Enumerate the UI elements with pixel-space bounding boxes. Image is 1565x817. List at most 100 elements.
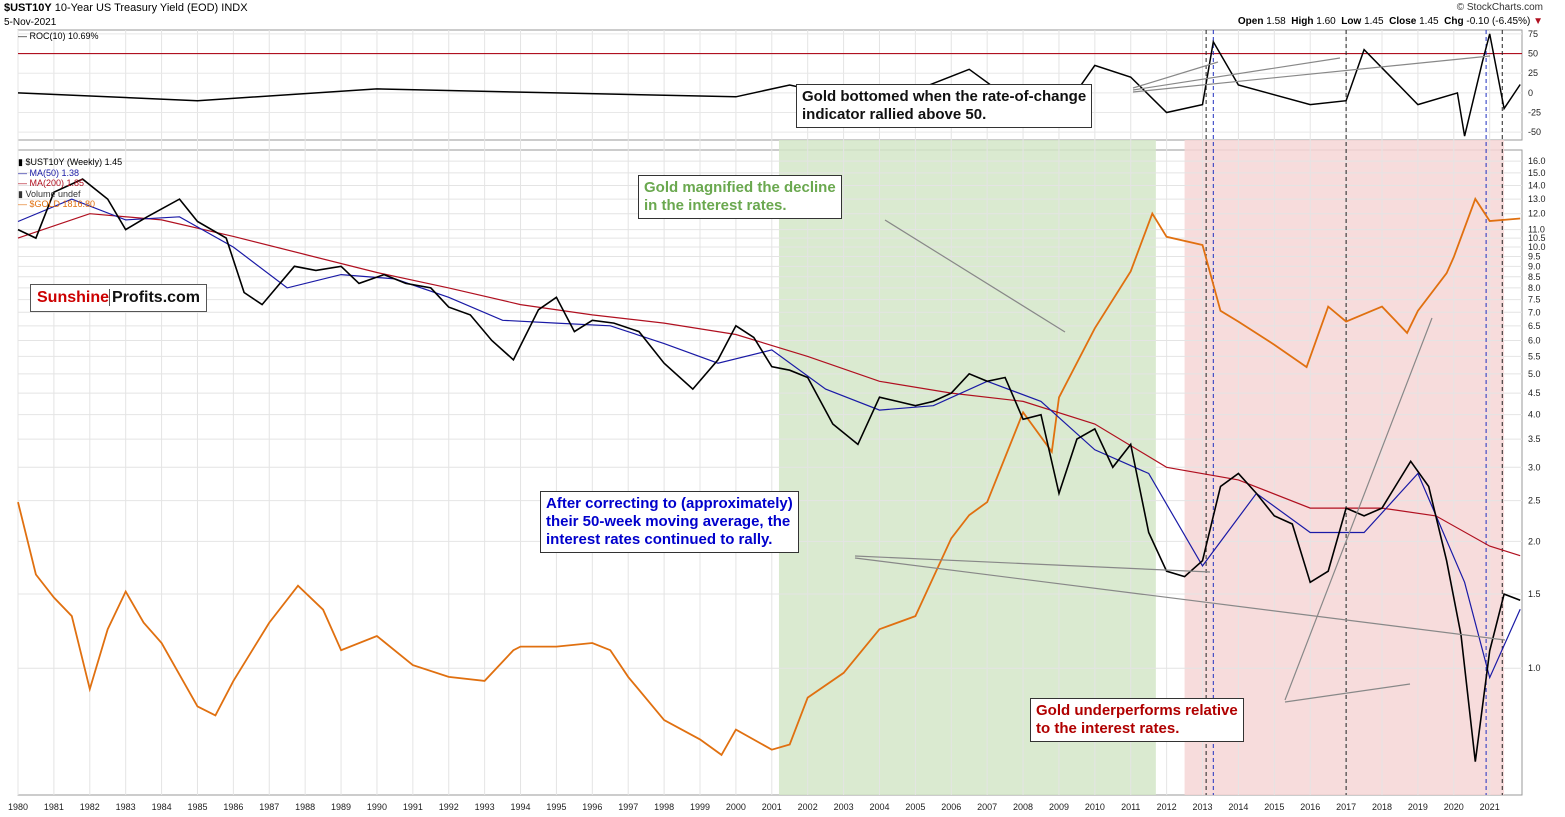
y-tick-label: 7.5 bbox=[1528, 295, 1541, 305]
gold-series-line bbox=[17, 196, 1521, 757]
x-tick-label: 2011 bbox=[1121, 802, 1140, 812]
x-tick-label: 1983 bbox=[116, 802, 136, 812]
legend-ma50-label: MA(50) 1.38 bbox=[29, 167, 80, 178]
x-tick-label: 2002 bbox=[798, 802, 818, 812]
callout-red-line1: Gold underperforms relative bbox=[1036, 702, 1238, 719]
legend-gold-label: $GOLD 1816.80 bbox=[29, 199, 96, 209]
roc-callout-pointer bbox=[1132, 55, 1491, 93]
low-value: 1.45 bbox=[1364, 16, 1384, 27]
x-tick-label: 1982 bbox=[80, 802, 100, 812]
x-tick-label: 1981 bbox=[44, 802, 64, 812]
x-tick-label: 1995 bbox=[546, 802, 566, 812]
legend-volume: ▮ Volume undef bbox=[18, 189, 122, 200]
y-tick-label: 7.0 bbox=[1528, 307, 1541, 317]
y-tick-label: 15.0 bbox=[1528, 168, 1546, 178]
x-tick-label: 2009 bbox=[1049, 802, 1069, 812]
legend-ma50: — MA(50) 1.38 bbox=[18, 167, 80, 178]
y-tick-label: 6.5 bbox=[1528, 321, 1541, 331]
roc-tick-label: -50 bbox=[1528, 127, 1541, 137]
y-tick-label: 13.0 bbox=[1528, 194, 1546, 204]
callout-green-line1: Gold magnified the decline bbox=[644, 179, 836, 196]
y-tick-label: 1.5 bbox=[1528, 589, 1541, 599]
roc-legend-label: ROC(10) 10.69% bbox=[29, 31, 99, 41]
chart-date: 5-Nov-2021 bbox=[4, 17, 57, 28]
close-label: Close bbox=[1389, 16, 1417, 27]
roc-panel-frame bbox=[17, 29, 1523, 141]
x-tick-label: 2021 bbox=[1480, 802, 1500, 812]
callout-roc: Gold bottomed when the rate-of-change in… bbox=[796, 84, 1093, 128]
y-tick-label: 9.5 bbox=[1528, 251, 1541, 261]
callout-roc-line1: Gold bottomed when the rate-of-change bbox=[802, 88, 1087, 105]
x-tick-label: 2018 bbox=[1372, 802, 1392, 812]
chg-value: -0.10 (-6.45%) bbox=[1466, 16, 1531, 27]
x-tick-label: 2012 bbox=[1157, 802, 1177, 812]
candle-icon: ▮ bbox=[18, 157, 23, 167]
x-tick-label: 1987 bbox=[259, 802, 279, 812]
x-tick-label: 2017 bbox=[1336, 802, 1356, 812]
high-value: 1.60 bbox=[1316, 16, 1336, 27]
high-label: High bbox=[1291, 16, 1314, 27]
legend-price-label: $UST10Y (Weekly) 1.45 bbox=[25, 157, 123, 167]
x-tick-label: 1992 bbox=[439, 802, 459, 812]
y-tick-label: 12.0 bbox=[1528, 209, 1546, 219]
x-tick-label: 2006 bbox=[941, 802, 961, 812]
ohlc-readout: Open 1.58 High 1.60 Low 1.45 Close 1.45 … bbox=[1238, 16, 1543, 27]
legend-volume-label: Volume undef bbox=[25, 188, 81, 199]
x-tick-label: 1999 bbox=[690, 802, 710, 812]
x-tick-label: 1998 bbox=[654, 802, 674, 812]
x-tick-label: 1985 bbox=[187, 802, 207, 812]
x-tick-label: 1996 bbox=[582, 802, 602, 812]
chart-title: $UST10Y 10-Year US Treasury Yield (EOD) … bbox=[4, 2, 248, 14]
y-tick-label: 4.0 bbox=[1528, 410, 1541, 420]
callout-green: Gold magnified the decline in the intere… bbox=[638, 175, 842, 219]
roc-tick-label: 75 bbox=[1528, 29, 1538, 39]
callout-blue-line1: After correcting to (approximately) bbox=[546, 495, 793, 512]
callout-red: Gold underperforms relative to the inter… bbox=[1030, 698, 1244, 742]
x-tick-label: 1986 bbox=[223, 802, 243, 812]
legend-ma200-label: MA(200) 1.85 bbox=[29, 178, 85, 188]
down-arrow-icon: ▼ bbox=[1533, 16, 1543, 27]
x-tick-label: 1997 bbox=[618, 802, 638, 812]
x-tick-label: 2019 bbox=[1408, 802, 1428, 812]
x-tick-label: 2008 bbox=[1013, 802, 1033, 812]
y-tick-label: 9.0 bbox=[1528, 261, 1541, 271]
y-tick-label: 4.5 bbox=[1528, 388, 1541, 398]
x-tick-label: 1988 bbox=[295, 802, 315, 812]
y-tick-label: 11.0 bbox=[1528, 225, 1545, 235]
x-tick-label: 2014 bbox=[1228, 802, 1248, 812]
roc-tick-label: -25 bbox=[1528, 108, 1541, 118]
callout-blue: After correcting to (approximately) thei… bbox=[540, 491, 799, 553]
x-tick-label: 1994 bbox=[511, 802, 531, 812]
ust10y-price-line bbox=[17, 178, 1521, 762]
chg-label: Chg bbox=[1444, 16, 1464, 27]
ma50-series-line bbox=[17, 198, 1521, 680]
red-callout-pointer bbox=[1284, 683, 1411, 703]
x-tick-label: 1990 bbox=[367, 802, 387, 812]
y-tick-label: 2.5 bbox=[1528, 496, 1541, 506]
volume-icon: ▮ bbox=[18, 188, 23, 199]
roc-legend-icon: — bbox=[18, 31, 27, 41]
blue-callout-pointer bbox=[854, 557, 1506, 641]
ma200-series-line bbox=[17, 213, 1521, 557]
y-tick-label: 2.0 bbox=[1528, 536, 1541, 546]
callout-roc-line2: indicator rallied above 50. bbox=[802, 106, 987, 123]
logo-part2: Profits.com bbox=[109, 289, 201, 306]
y-tick-label: 5.5 bbox=[1528, 351, 1541, 361]
legend-price: ▮ $UST10Y (Weekly) 1.45 bbox=[18, 157, 122, 168]
x-tick-label: 2001 bbox=[762, 802, 782, 812]
close-value: 1.45 bbox=[1419, 16, 1439, 27]
roc-callout-pointer bbox=[1132, 61, 1219, 89]
roc-callout-pointer bbox=[1132, 57, 1341, 91]
x-tick-label: 1993 bbox=[475, 802, 495, 812]
y-tick-label: 8.0 bbox=[1528, 283, 1541, 293]
callout-red-line2: to the interest rates. bbox=[1036, 720, 1180, 737]
blue-callout-pointer bbox=[854, 555, 1211, 573]
green-callout-pointer bbox=[884, 219, 1066, 333]
x-tick-label: 2013 bbox=[1193, 802, 1213, 812]
y-tick-label: 10.0 bbox=[1528, 242, 1546, 252]
y-tick-label: 16.0 bbox=[1528, 156, 1546, 166]
y-tick-label: 6.0 bbox=[1528, 335, 1541, 345]
y-tick-label: 5.0 bbox=[1528, 369, 1541, 379]
x-tick-label: 1980 bbox=[8, 802, 28, 812]
